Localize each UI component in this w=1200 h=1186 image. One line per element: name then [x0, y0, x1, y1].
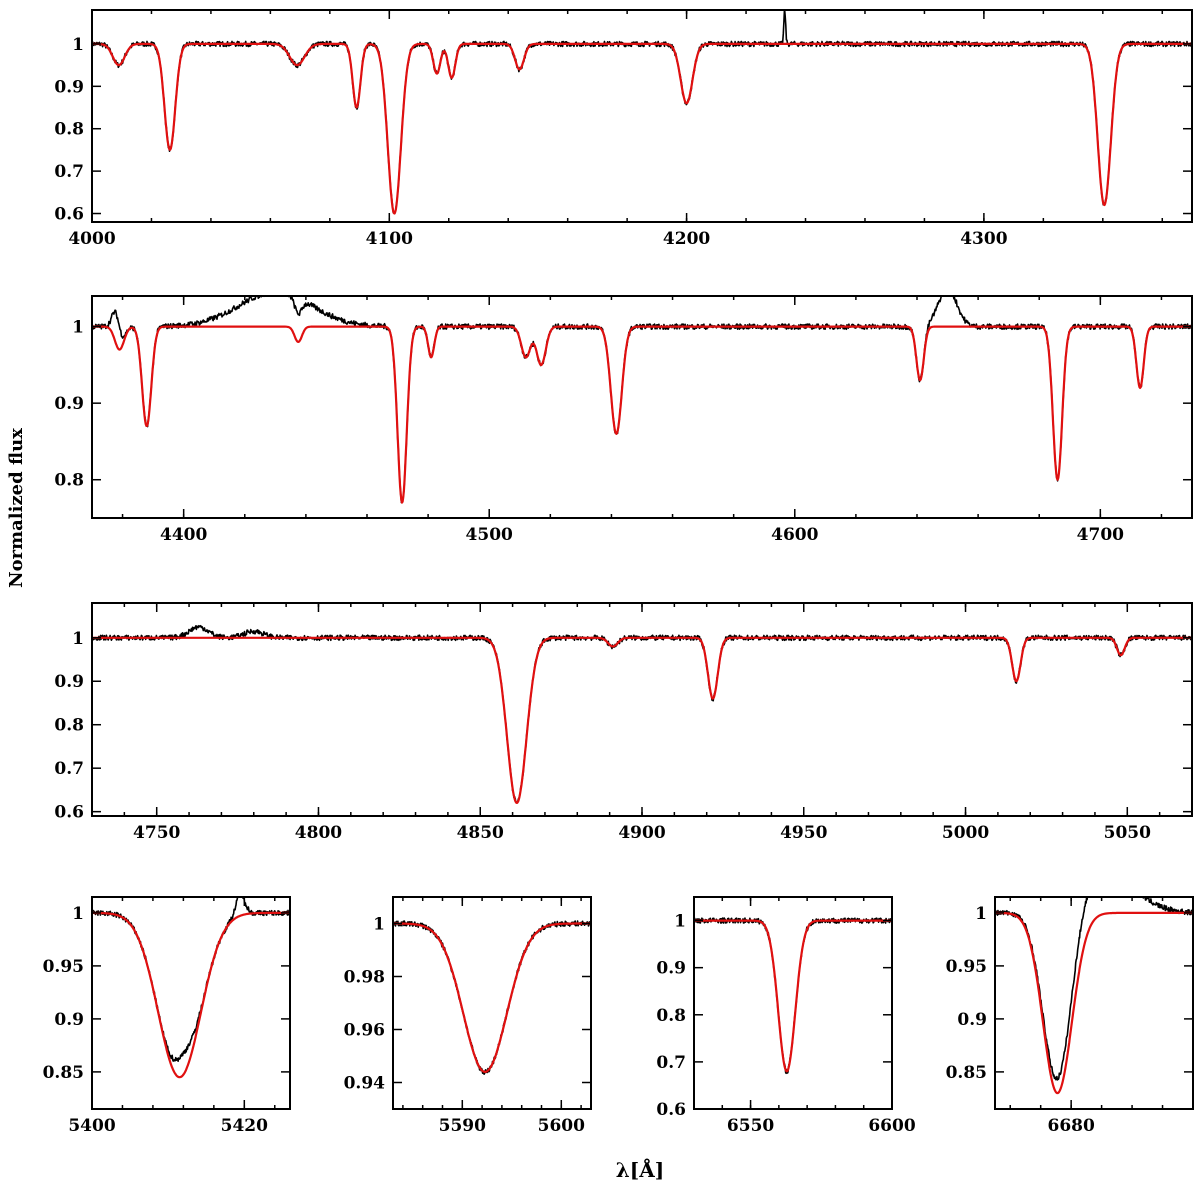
x-tick-label: 4100: [366, 229, 413, 249]
y-tick-label: 0.6: [54, 803, 84, 823]
x-axis-label: λ[Å]: [616, 1158, 664, 1182]
y-tick-label: 0.8: [54, 716, 84, 736]
observed-spectrum-line: [393, 920, 591, 1075]
y-tick-label: 0.9: [656, 959, 686, 979]
y-tick-label: 0.7: [54, 759, 84, 779]
y-tick-label: 1: [72, 318, 84, 338]
y-tick-label: 0.7: [656, 1053, 686, 1073]
chart-panel: 5400 5420 0.85 0.9 0.95 1: [43, 896, 291, 1136]
model-spectrum-line: [92, 911, 290, 1079]
y-tick-label: 0.6: [656, 1100, 686, 1120]
observed-spectrum-line: [92, 897, 290, 1062]
observed-spectrum-line: [92, 624, 1192, 804]
observed-spectrum-line: [92, 10, 1192, 215]
y-tick-label: 0.7: [54, 162, 84, 182]
panels-group: 4000 4100 4200 4300 0.6 0.7 0.8 0.9 1 4400 4500 460…: [43, 9, 1194, 1136]
y-tick-label: 1: [72, 35, 84, 55]
y-tick-label: 1: [72, 629, 84, 649]
y-tick-label: 0.6: [54, 205, 84, 225]
y-axis-label: Normalized flux: [6, 428, 27, 588]
plot-frame: [91, 602, 1193, 817]
y-tick-label: 0.85: [43, 1063, 84, 1083]
y-tick-label: 0.9: [54, 1010, 84, 1030]
plot-frame: [994, 896, 1194, 1110]
y-tick-label: 1: [975, 904, 987, 924]
x-tick-label: 6550: [727, 1116, 774, 1136]
x-tick-label: 4300: [960, 229, 1007, 249]
plot-frame: [91, 896, 291, 1110]
y-tick-label: 1: [72, 904, 84, 924]
y-tick-label: 0.9: [54, 77, 84, 97]
model-spectrum-line: [92, 42, 1192, 215]
chart-panel: 5590 5600 0.94 0.96 0.98 1: [344, 896, 592, 1136]
x-tick-label: 4700: [1077, 525, 1124, 545]
x-tick-label: 4500: [466, 525, 513, 545]
y-tick-label: 0.95: [946, 957, 987, 977]
x-tick-label: 5420: [221, 1116, 268, 1136]
y-tick-label: 0.8: [656, 1006, 686, 1026]
y-tick-label: 0.96: [344, 1021, 385, 1041]
observed-spectrum-line: [694, 917, 892, 1075]
y-tick-label: 0.98: [344, 968, 385, 988]
x-tick-label: 5050: [1104, 823, 1151, 843]
x-tick-label: 5600: [538, 1116, 585, 1136]
x-tick-label: 4200: [663, 229, 710, 249]
x-tick-label: 5000: [942, 823, 989, 843]
plot-frame: [91, 295, 1193, 519]
y-tick-label: 0.85: [946, 1063, 987, 1083]
chart-panel: 4400 4500 4600 4700 0.8 0.9 1: [54, 295, 1193, 545]
observed-spectrum-line: [995, 897, 1193, 1081]
plot-frame: [91, 9, 1193, 223]
x-tick-label: 5400: [68, 1116, 115, 1136]
model-spectrum-line: [694, 919, 892, 1073]
model-spectrum-line: [393, 922, 591, 1073]
y-tick-label: 0.9: [957, 1010, 987, 1030]
y-tick-label: 1: [373, 915, 385, 935]
model-spectrum-line: [995, 911, 1193, 1095]
plot-frame: [392, 896, 592, 1110]
plot-frame: [693, 896, 893, 1110]
model-spectrum-line: [92, 325, 1192, 504]
model-spectrum-line: [92, 636, 1192, 804]
y-tick-label: 0.95: [43, 957, 84, 977]
x-tick-label: 4950: [780, 823, 827, 843]
x-tick-label: 4600: [771, 525, 818, 545]
x-tick-label: 6600: [868, 1116, 915, 1136]
y-tick-label: 0.8: [54, 120, 84, 140]
y-tick-label: 0.9: [54, 672, 84, 692]
x-tick-label: 5590: [439, 1116, 486, 1136]
x-tick-label: 4750: [133, 823, 180, 843]
x-tick-label: 4400: [160, 525, 207, 545]
y-tick-label: 0.9: [54, 394, 84, 414]
y-tick-label: 1: [674, 912, 686, 932]
chart-panel: 4750 4800 4850 4900 4950 5000 5050 0.6 0.7 0.8 0.9…: [54, 602, 1193, 843]
y-tick-label: 0.8: [54, 471, 84, 491]
x-tick-label: 6680: [1047, 1116, 1094, 1136]
x-tick-label: 4900: [618, 823, 665, 843]
chart-panel: 6550 6600 0.6 0.7 0.8 0.9 1: [656, 896, 916, 1136]
x-tick-label: 4000: [68, 229, 115, 249]
chart-panel: 4000 4100 4200 4300 0.6 0.7 0.8 0.9 1: [54, 9, 1193, 249]
x-tick-label: 4800: [295, 823, 342, 843]
observed-spectrum-line: [92, 296, 1192, 504]
y-tick-label: 0.94: [344, 1074, 386, 1094]
chart-panel: 6680 0.85 0.9 0.95 1: [946, 896, 1194, 1136]
x-tick-label: 4850: [457, 823, 504, 843]
